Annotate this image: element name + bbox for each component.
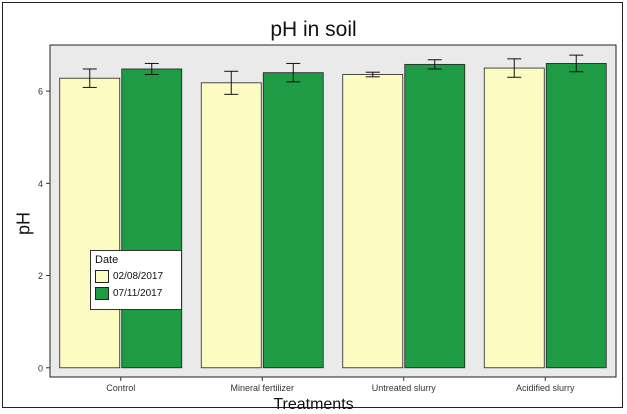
- y-tick-label-4: 4: [38, 179, 43, 189]
- x-tick-label-2: Mineral fertilizer: [230, 383, 294, 393]
- legend-swatch-series-1: [95, 270, 109, 283]
- bar-2-3: [404, 63, 466, 369]
- legend-item-series-2: 07/11/2017: [95, 285, 177, 302]
- bar-1-2: [200, 82, 262, 369]
- y-tick-label-6: 6: [38, 87, 43, 97]
- legend-label-series-2: 07/11/2017: [113, 288, 163, 299]
- bar-1-1: [59, 77, 121, 369]
- legend: Date 02/08/2017 07/11/2017: [90, 250, 182, 310]
- bar-1-3: [342, 74, 404, 369]
- bar-2-2: [262, 72, 324, 369]
- bar-2-4: [545, 63, 607, 369]
- x-tick-label-1: Control: [106, 383, 135, 393]
- x-tick-label-3: Untreated slurry: [372, 383, 437, 393]
- x-axis-label: Treatments: [273, 396, 354, 413]
- legend-item-series-1: 02/08/2017: [95, 268, 177, 285]
- bar-1-4: [483, 67, 545, 369]
- chart-title: pH in soil: [270, 18, 357, 41]
- x-tick-label-4: Acidified slurry: [516, 383, 575, 393]
- legend-title: Date: [95, 254, 119, 266]
- y-tick-label-2: 2: [38, 271, 43, 281]
- legend-label-series-1: 02/08/2017: [113, 271, 164, 282]
- chart-frame: [2, 2, 623, 408]
- bar-2-1: [121, 68, 183, 369]
- y-tick-label-0: 0: [38, 363, 43, 373]
- legend-swatch-series-2: [95, 287, 109, 300]
